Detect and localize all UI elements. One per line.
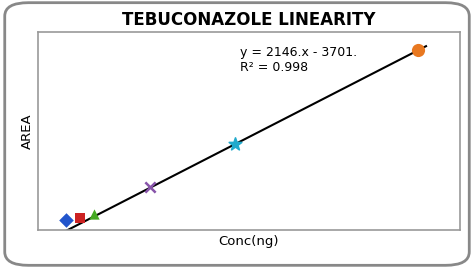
X-axis label: Conc(ng): Conc(ng) xyxy=(219,235,279,248)
Title: TEBUCONAZOLE LINEARITY: TEBUCONAZOLE LINEARITY xyxy=(122,11,375,29)
Point xyxy=(146,185,154,189)
Text: y = 2146.x - 3701.
R² = 0.998: y = 2146.x - 3701. R² = 0.998 xyxy=(240,46,357,74)
Point xyxy=(62,218,70,222)
Point xyxy=(231,142,238,147)
Y-axis label: AREA: AREA xyxy=(21,114,34,149)
Point xyxy=(91,212,98,217)
Point xyxy=(414,48,421,53)
Point xyxy=(76,216,84,221)
